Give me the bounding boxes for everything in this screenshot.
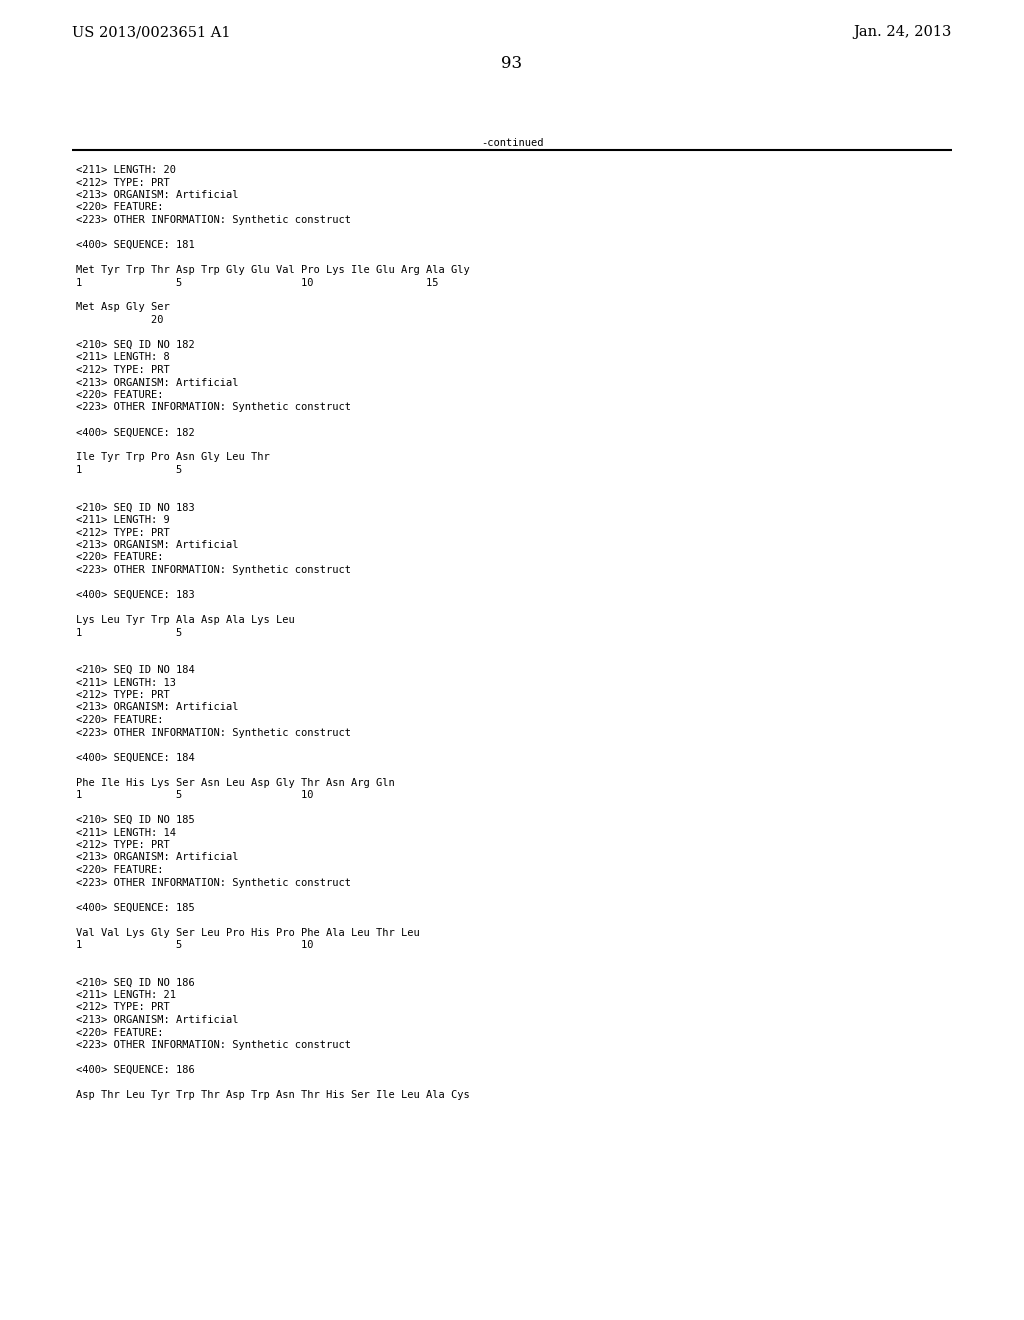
- Text: <220> FEATURE:: <220> FEATURE:: [76, 553, 164, 562]
- Text: <212> TYPE: PRT: <212> TYPE: PRT: [76, 840, 170, 850]
- Text: Val Val Lys Gly Ser Leu Pro His Pro Phe Ala Leu Thr Leu: Val Val Lys Gly Ser Leu Pro His Pro Phe …: [76, 928, 420, 937]
- Text: <400> SEQUENCE: 185: <400> SEQUENCE: 185: [76, 903, 195, 912]
- Text: <212> TYPE: PRT: <212> TYPE: PRT: [76, 690, 170, 700]
- Text: <223> OTHER INFORMATION: Synthetic construct: <223> OTHER INFORMATION: Synthetic const…: [76, 403, 351, 412]
- Text: 20: 20: [76, 315, 164, 325]
- Text: <223> OTHER INFORMATION: Synthetic construct: <223> OTHER INFORMATION: Synthetic const…: [76, 1040, 351, 1049]
- Text: <213> ORGANISM: Artificial: <213> ORGANISM: Artificial: [76, 190, 239, 201]
- Text: <220> FEATURE:: <220> FEATURE:: [76, 715, 164, 725]
- Text: <213> ORGANISM: Artificial: <213> ORGANISM: Artificial: [76, 853, 239, 862]
- Text: <210> SEQ ID NO 183: <210> SEQ ID NO 183: [76, 503, 195, 512]
- Text: <212> TYPE: PRT: <212> TYPE: PRT: [76, 366, 170, 375]
- Text: <213> ORGANISM: Artificial: <213> ORGANISM: Artificial: [76, 378, 239, 388]
- Text: <223> OTHER INFORMATION: Synthetic construct: <223> OTHER INFORMATION: Synthetic const…: [76, 878, 351, 887]
- Text: <210> SEQ ID NO 182: <210> SEQ ID NO 182: [76, 341, 195, 350]
- Text: 1               5: 1 5: [76, 627, 182, 638]
- Text: <220> FEATURE:: <220> FEATURE:: [76, 202, 164, 213]
- Text: <400> SEQUENCE: 182: <400> SEQUENCE: 182: [76, 428, 195, 437]
- Text: Met Tyr Trp Thr Asp Trp Gly Glu Val Pro Lys Ile Glu Arg Ala Gly: Met Tyr Trp Thr Asp Trp Gly Glu Val Pro …: [76, 265, 470, 275]
- Text: <211> LENGTH: 21: <211> LENGTH: 21: [76, 990, 176, 1001]
- Text: <400> SEQUENCE: 183: <400> SEQUENCE: 183: [76, 590, 195, 601]
- Text: <400> SEQUENCE: 186: <400> SEQUENCE: 186: [76, 1065, 195, 1074]
- Text: <213> ORGANISM: Artificial: <213> ORGANISM: Artificial: [76, 540, 239, 550]
- Text: <400> SEQUENCE: 184: <400> SEQUENCE: 184: [76, 752, 195, 763]
- Text: <220> FEATURE:: <220> FEATURE:: [76, 389, 164, 400]
- Text: <211> LENGTH: 9: <211> LENGTH: 9: [76, 515, 170, 525]
- Text: <220> FEATURE:: <220> FEATURE:: [76, 865, 164, 875]
- Text: <223> OTHER INFORMATION: Synthetic construct: <223> OTHER INFORMATION: Synthetic const…: [76, 727, 351, 738]
- Text: <213> ORGANISM: Artificial: <213> ORGANISM: Artificial: [76, 1015, 239, 1026]
- Text: Met Asp Gly Ser: Met Asp Gly Ser: [76, 302, 170, 313]
- Text: 1               5                   10: 1 5 10: [76, 940, 313, 950]
- Text: Lys Leu Tyr Trp Ala Asp Ala Lys Leu: Lys Leu Tyr Trp Ala Asp Ala Lys Leu: [76, 615, 295, 624]
- Text: <210> SEQ ID NO 185: <210> SEQ ID NO 185: [76, 814, 195, 825]
- Text: 93: 93: [502, 55, 522, 73]
- Text: <211> LENGTH: 20: <211> LENGTH: 20: [76, 165, 176, 176]
- Text: <212> TYPE: PRT: <212> TYPE: PRT: [76, 528, 170, 537]
- Text: Asp Thr Leu Tyr Trp Thr Asp Trp Asn Thr His Ser Ile Leu Ala Cys: Asp Thr Leu Tyr Trp Thr Asp Trp Asn Thr …: [76, 1090, 470, 1100]
- Text: 1               5                   10: 1 5 10: [76, 789, 313, 800]
- Text: Phe Ile His Lys Ser Asn Leu Asp Gly Thr Asn Arg Gln: Phe Ile His Lys Ser Asn Leu Asp Gly Thr …: [76, 777, 394, 788]
- Text: -continued: -continued: [480, 139, 544, 148]
- Text: <211> LENGTH: 8: <211> LENGTH: 8: [76, 352, 170, 363]
- Text: <211> LENGTH: 13: <211> LENGTH: 13: [76, 677, 176, 688]
- Text: <212> TYPE: PRT: <212> TYPE: PRT: [76, 177, 170, 187]
- Text: <223> OTHER INFORMATION: Synthetic construct: <223> OTHER INFORMATION: Synthetic const…: [76, 565, 351, 576]
- Text: <213> ORGANISM: Artificial: <213> ORGANISM: Artificial: [76, 702, 239, 713]
- Text: <211> LENGTH: 14: <211> LENGTH: 14: [76, 828, 176, 837]
- Text: <210> SEQ ID NO 186: <210> SEQ ID NO 186: [76, 978, 195, 987]
- Text: <220> FEATURE:: <220> FEATURE:: [76, 1027, 164, 1038]
- Text: 1               5                   10                  15: 1 5 10 15: [76, 277, 438, 288]
- Text: US 2013/0023651 A1: US 2013/0023651 A1: [72, 25, 230, 40]
- Text: Ile Tyr Trp Pro Asn Gly Leu Thr: Ile Tyr Trp Pro Asn Gly Leu Thr: [76, 453, 269, 462]
- Text: <212> TYPE: PRT: <212> TYPE: PRT: [76, 1002, 170, 1012]
- Text: Jan. 24, 2013: Jan. 24, 2013: [854, 25, 952, 40]
- Text: <400> SEQUENCE: 181: <400> SEQUENCE: 181: [76, 240, 195, 249]
- Text: <223> OTHER INFORMATION: Synthetic construct: <223> OTHER INFORMATION: Synthetic const…: [76, 215, 351, 224]
- Text: <210> SEQ ID NO 184: <210> SEQ ID NO 184: [76, 665, 195, 675]
- Text: 1               5: 1 5: [76, 465, 182, 475]
